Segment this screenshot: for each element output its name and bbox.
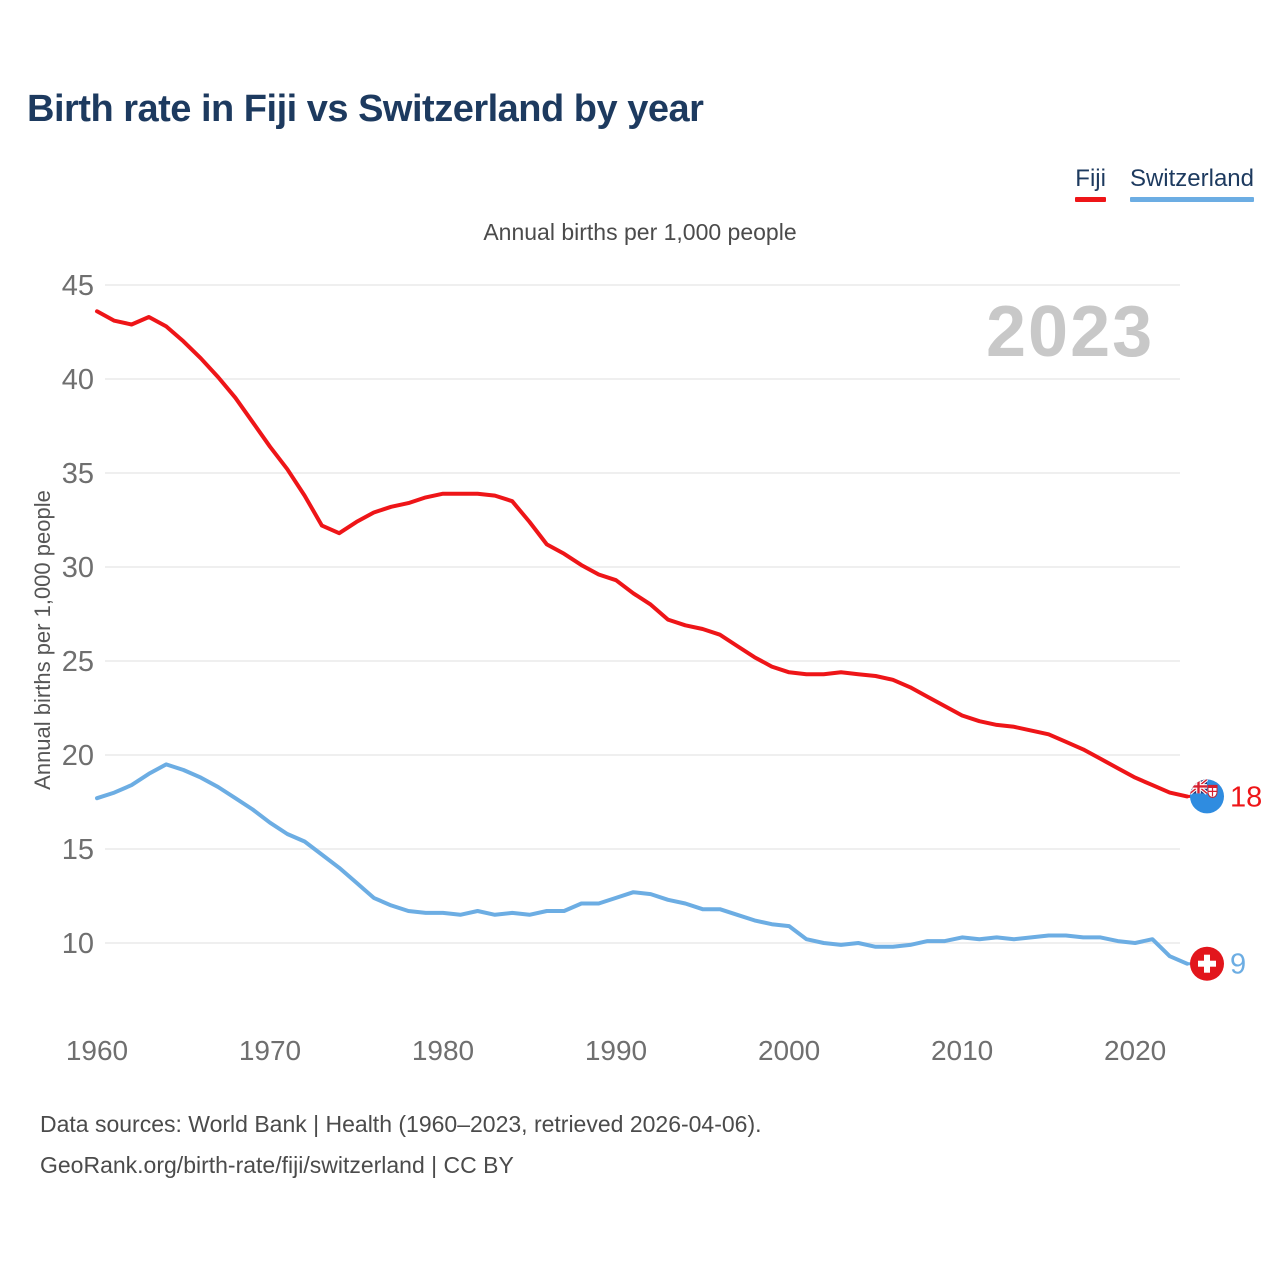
fiji-flag-icon	[1190, 779, 1224, 814]
data-sources-line: Data sources: World Bank | Health (1960–…	[40, 1111, 762, 1137]
y-tick-label: 35	[62, 458, 94, 490]
y-tick-label: 20	[62, 740, 94, 772]
switzerland-flag-icon	[1190, 946, 1224, 981]
switzerland-line[interactable]	[95, 762, 1189, 966]
fiji-end-value: 18	[1230, 781, 1262, 813]
legend-swatch-fiji	[1075, 197, 1106, 202]
legend-item-switzerland[interactable]: Switzerland	[1129, 165, 1254, 202]
y-tick-label: 30	[62, 552, 94, 584]
x-tick-label: 2000	[758, 1035, 820, 1066]
year-watermark: 2023	[986, 292, 1155, 372]
page-title: Birth rate in Fiji vs Switzerland by yea…	[27, 88, 704, 130]
x-tick-label: 2020	[1104, 1035, 1166, 1066]
switzerland-end-value: 9	[1230, 949, 1246, 981]
y-axis-title: Annual births per 1,000 people	[30, 490, 55, 790]
attribution-line: GeoRank.org/birth-rate/fiji/switzerland …	[40, 1152, 514, 1178]
x-tick-label: 1980	[412, 1035, 474, 1066]
fiji-line[interactable]	[95, 309, 1189, 799]
x-tick-label: 2010	[931, 1035, 993, 1066]
chart-footer: Data sources: World Bank | Health (1960–…	[40, 1104, 762, 1186]
y-tick-label: 45	[62, 270, 94, 302]
y-tick-label: 25	[62, 646, 94, 678]
legend-item-fiji[interactable]: Fiji	[1075, 167, 1106, 202]
legend-label-fiji: Fiji	[1075, 165, 1106, 192]
y-tick-label: 10	[62, 928, 94, 960]
legend: Fiji Switzerland	[1075, 167, 1254, 202]
y-tick-label: 40	[62, 364, 94, 396]
x-tick-label: 1960	[66, 1035, 128, 1066]
x-tick-label: 1970	[239, 1035, 301, 1066]
legend-label-switzerland: Switzerland	[1129, 165, 1254, 192]
x-tick-label: 1990	[585, 1035, 647, 1066]
chart-subtitle: Annual births per 1,000 people	[483, 219, 797, 245]
y-tick-label: 15	[62, 834, 94, 866]
legend-swatch-switzerland	[1129, 197, 1254, 202]
